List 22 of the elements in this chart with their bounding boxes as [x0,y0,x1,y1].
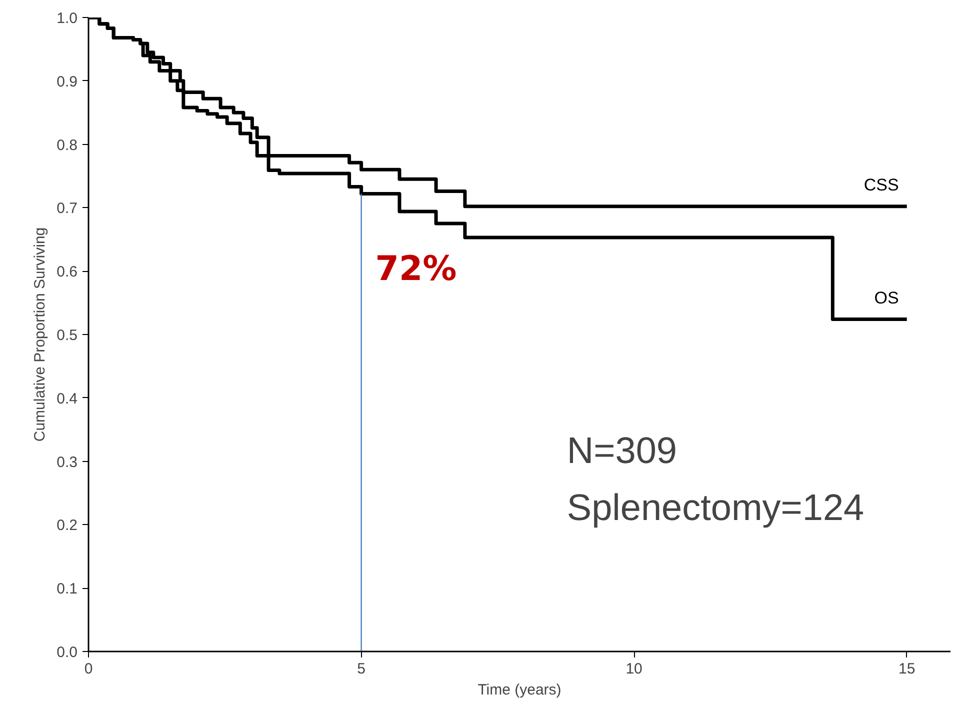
y-tick-label: 0.0 [56,644,78,661]
x-tick-label: 10 [626,660,642,678]
y-tick-label: 0.2 [56,517,78,534]
y-tick-label: 0.7 [56,200,78,218]
series-label: CSS [864,175,899,194]
y-tick-label: 0.8 [56,136,78,154]
y-tick-label: 0.4 [56,390,78,408]
series-label: OS [874,288,899,308]
y-tick-label: 0.5 [56,327,78,344]
x-axis-title: Time (years) [478,682,562,698]
annotation: 72% [375,248,457,289]
x-tick-label: 0 [84,660,93,678]
y-axis-title: Cumulative Proportion Surviving [32,227,49,442]
x-tick-label: 15 [898,660,916,678]
x-tick-label: 5 [357,660,366,678]
y-tick-label: 0.6 [56,264,78,281]
annotation: N=309 [566,430,677,471]
annotation: Splenectomy=124 [566,486,864,528]
y-tick-label: 0.3 [56,454,78,471]
y-tick-label: 1.0 [56,10,78,27]
y-tick-label: 0.9 [56,73,78,90]
y-tick-label: 0.1 [56,580,78,598]
